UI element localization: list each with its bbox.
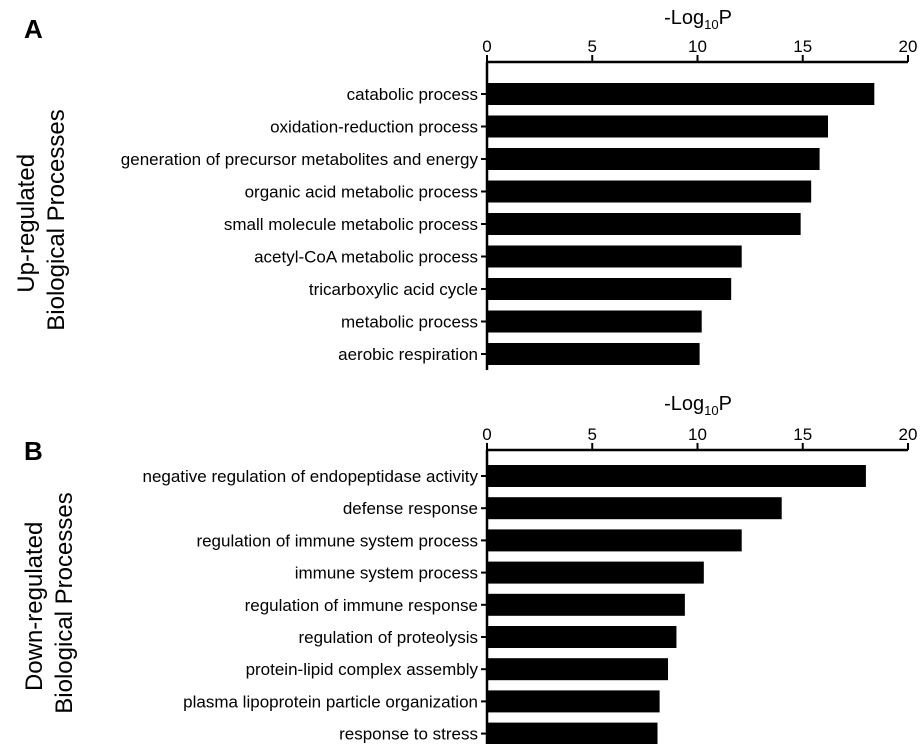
category-label: metabolic process [341, 313, 478, 332]
y-group-label-a: Up-regulated Biological Processes [13, 109, 70, 330]
category-label: tricarboxylic acid cycle [309, 280, 478, 299]
y-group-label-b: Down-regulated Biological Processes [21, 492, 78, 713]
category-label: acetyl-CoA metabolic process [254, 248, 478, 267]
bar [487, 245, 742, 268]
category-label: small molecule metabolic process [224, 215, 478, 234]
bar [487, 626, 677, 648]
x-axis-title-a: -Log10P [664, 7, 732, 32]
category-label: negative regulation of endopeptidase act… [142, 467, 478, 486]
x-tick-label: 15 [793, 37, 812, 56]
x-tick-label: 5 [588, 37, 597, 56]
x-tick-label: 10 [688, 37, 707, 56]
category-label: regulation of proteolysis [298, 628, 478, 647]
bar [487, 497, 782, 520]
bar [487, 83, 875, 105]
panel-a: A -Log10P Up-regulated Biological Proces… [13, 7, 917, 370]
bar [487, 529, 742, 552]
x-tick-label: 15 [793, 425, 812, 444]
bar [487, 213, 801, 235]
bar [487, 278, 732, 300]
category-label: regulation of immune system process [196, 531, 478, 550]
panel-letter-b: B [24, 436, 43, 466]
category-label: defense response [343, 499, 478, 518]
bar [487, 148, 820, 170]
x-tick-label: 20 [899, 37, 918, 56]
bar [487, 561, 704, 584]
bar [487, 180, 812, 203]
bar [487, 593, 685, 616]
panel-letter-a: A [24, 14, 43, 44]
bar [487, 465, 866, 487]
bar [487, 343, 700, 365]
bar [487, 115, 829, 138]
x-tick-label: 0 [482, 425, 491, 444]
category-label: catabolic process [347, 85, 478, 104]
x-tick-label: 10 [688, 425, 707, 444]
bar [487, 722, 658, 744]
x-tick-label: 5 [588, 425, 597, 444]
category-label: immune system process [295, 564, 478, 583]
category-label: organic acid metabolic process [245, 183, 478, 202]
category-label: protein-lipid complex assembly [246, 660, 479, 679]
bar [487, 310, 702, 333]
category-label: generation of precursor metabolites and … [121, 150, 479, 169]
category-label: oxidation-reduction process [270, 118, 478, 137]
category-label: regulation of immune response [245, 596, 478, 615]
category-label: plasma lipoprotein particle organization [183, 692, 478, 711]
x-tick-label: 0 [482, 37, 491, 56]
bar [487, 690, 660, 713]
x-tick-label: 20 [899, 425, 918, 444]
x-axis-title-b: -Log10P [664, 393, 732, 418]
bar [487, 658, 669, 681]
category-label: response to stress [339, 725, 478, 744]
panel-b: B -Log10P Down-regulated Biological Proc… [21, 393, 917, 744]
category-label: aerobic respiration [338, 345, 478, 364]
